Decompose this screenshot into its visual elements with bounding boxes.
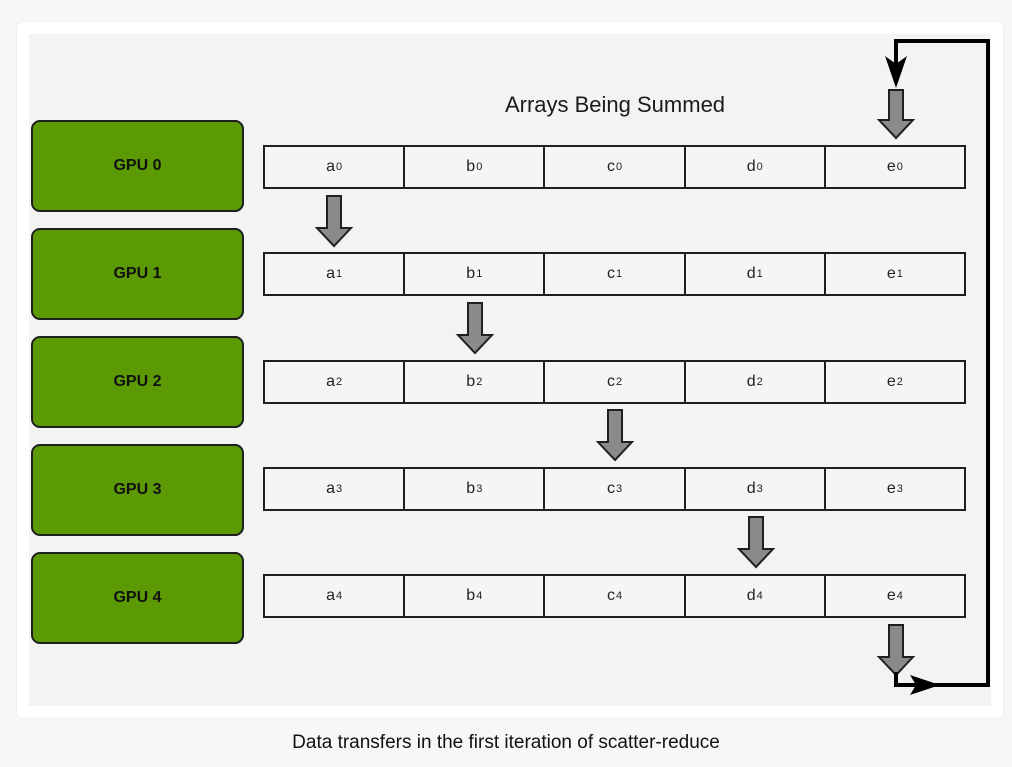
gpu-box-0: GPU 0 [31, 120, 244, 212]
figure-caption: Data transfers in the first iteration of… [292, 732, 720, 753]
transfer-arrow-d3-to-gpu4 [736, 516, 776, 569]
wraparound-arrowhead-right [910, 675, 940, 695]
wraparound-connector-line [894, 39, 990, 687]
transfer-arrow-into-gpu0-e [876, 89, 916, 140]
gpu-box-4: GPU 4 [31, 552, 244, 644]
gpu-box-1: GPU 1 [31, 228, 244, 320]
transfer-arrow-c2-to-gpu3 [595, 409, 635, 462]
transfer-arrow-e4-out [876, 624, 916, 677]
gpu-box-2: GPU 2 [31, 336, 244, 428]
gpu-box-3: GPU 3 [31, 444, 244, 536]
wraparound-arrowhead-down [885, 56, 907, 88]
transfer-arrow-a0-to-gpu1 [314, 195, 354, 248]
diagram-title: Arrays Being Summed [504, 92, 726, 117]
transfer-arrow-b1-to-gpu2 [455, 302, 495, 355]
